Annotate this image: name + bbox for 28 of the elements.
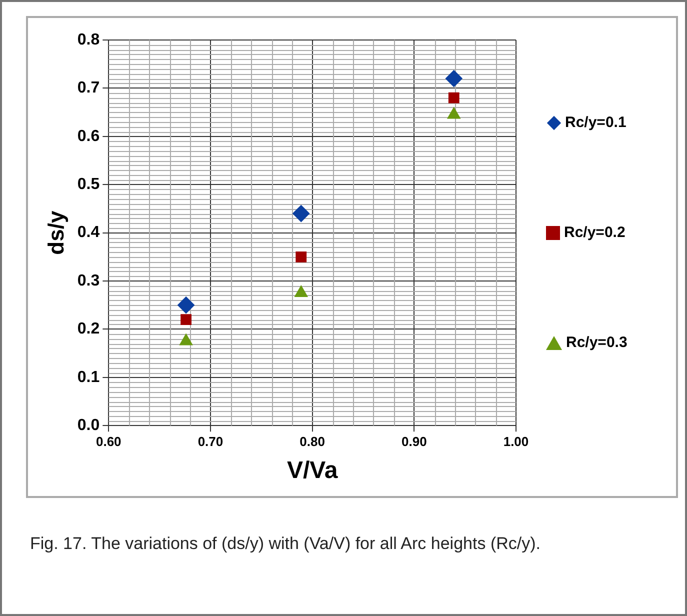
point <box>180 314 192 326</box>
point <box>296 251 307 262</box>
caption: Fig. 17. The variations of (ds/y) with (Va/V) for all Arc heights (Rc/y). <box>30 534 540 554</box>
x-tick-label: 0.70 <box>198 434 224 449</box>
point <box>179 334 193 346</box>
point <box>445 70 462 88</box>
legend-label: Rc/y=0.2 <box>564 224 626 241</box>
y-tick-label: 0.1 <box>77 368 100 386</box>
point <box>178 296 195 314</box>
y-tick-label: 0.8 <box>77 31 100 48</box>
legend-label: Rc/y=0.3 <box>566 334 628 351</box>
x-tick-label: 0.60 <box>96 434 122 449</box>
y-tick-label: 0.2 <box>77 320 100 338</box>
y-tick-label: 0.7 <box>77 80 100 97</box>
x-axis-title: V/Va <box>286 457 338 484</box>
y-tick-label: 0.6 <box>77 128 100 145</box>
y-axis-title: ds/y <box>43 210 68 255</box>
y-tick-label: 0.4 <box>77 224 100 242</box>
point <box>294 286 308 298</box>
y-tick-label: 0.5 <box>77 176 100 194</box>
y-tick-label: 0.0 <box>77 417 100 434</box>
legend-label: Rc/y=0.1 <box>565 114 626 131</box>
x-tick-label: 1.00 <box>503 434 529 449</box>
x-tick-label: 0.80 <box>300 434 325 449</box>
point <box>292 205 310 222</box>
x-tick-label: 0.90 <box>402 434 427 449</box>
point <box>448 92 460 104</box>
y-tick-label: 0.3 <box>77 272 100 290</box>
